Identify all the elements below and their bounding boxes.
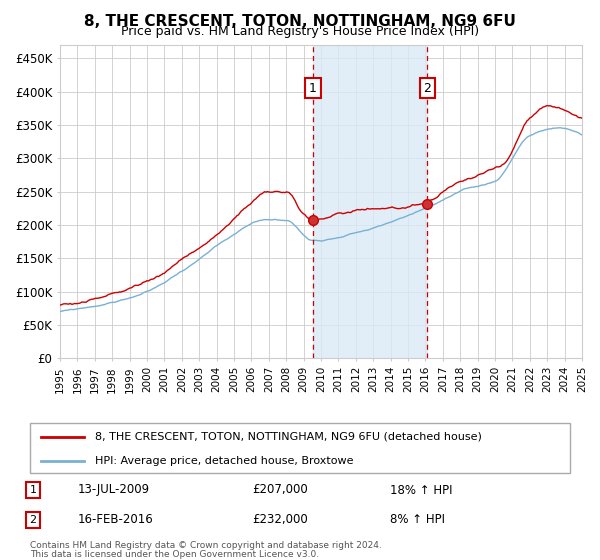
Text: 16-FEB-2016: 16-FEB-2016: [78, 513, 154, 526]
Text: 8, THE CRESCENT, TOTON, NOTTINGHAM, NG9 6FU: 8, THE CRESCENT, TOTON, NOTTINGHAM, NG9 …: [84, 14, 516, 29]
Bar: [313, 45, 427, 358]
Text: HPI: Average price, detached house, Broxtowe: HPI: Average price, detached house, Brox…: [95, 456, 353, 465]
Text: £232,000: £232,000: [252, 513, 308, 526]
Text: 1: 1: [29, 485, 37, 495]
Text: 13-JUL-2009: 13-JUL-2009: [78, 483, 150, 497]
Text: 18% ↑ HPI: 18% ↑ HPI: [390, 483, 452, 497]
Text: This data is licensed under the Open Government Licence v3.0.: This data is licensed under the Open Gov…: [30, 550, 319, 559]
Text: Contains HM Land Registry data © Crown copyright and database right 2024.: Contains HM Land Registry data © Crown c…: [30, 542, 382, 550]
Text: 2: 2: [29, 515, 37, 525]
Text: Price paid vs. HM Land Registry's House Price Index (HPI): Price paid vs. HM Land Registry's House …: [121, 25, 479, 38]
FancyBboxPatch shape: [30, 423, 570, 473]
Text: 8, THE CRESCENT, TOTON, NOTTINGHAM, NG9 6FU (detached house): 8, THE CRESCENT, TOTON, NOTTINGHAM, NG9 …: [95, 432, 482, 442]
Text: £207,000: £207,000: [252, 483, 308, 497]
Text: 8% ↑ HPI: 8% ↑ HPI: [390, 513, 445, 526]
Text: 2: 2: [424, 82, 431, 95]
Text: 1: 1: [309, 82, 317, 95]
